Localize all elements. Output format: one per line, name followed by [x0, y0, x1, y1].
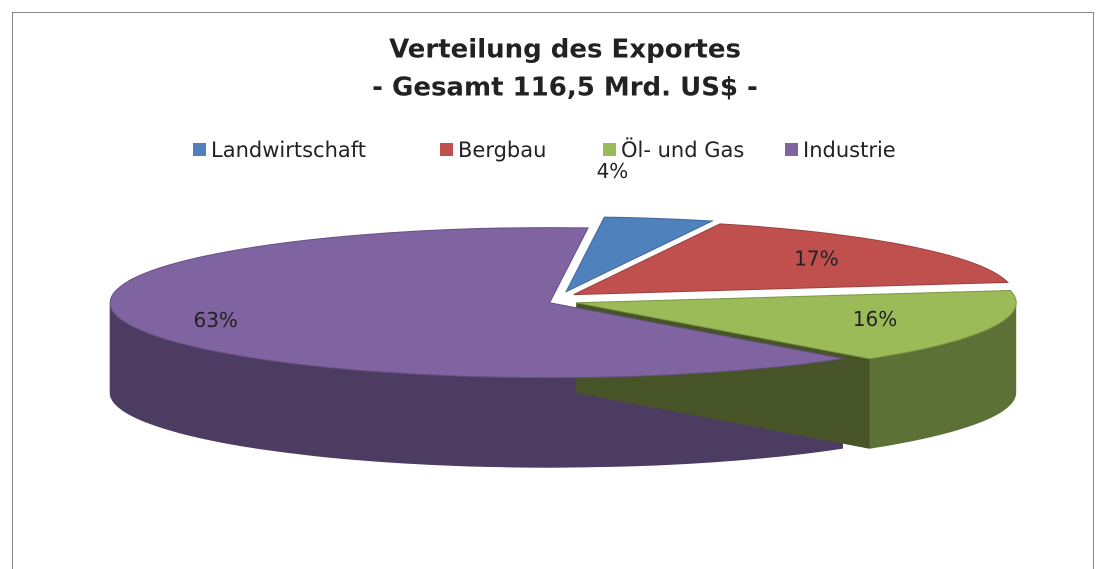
chart-title: Verteilung des Exportes — [389, 35, 741, 65]
legend-label: Landwirtschaft — [211, 138, 366, 162]
chart-subtitle: - Gesamt 116,5 Mrd. US$ - — [372, 73, 758, 103]
slice — [573, 223, 1009, 296]
data-label: 63% — [193, 308, 237, 332]
slice-side — [869, 302, 1017, 449]
legend-label: Industrie — [803, 138, 896, 162]
data-label: 4% — [597, 159, 629, 183]
legend-swatch — [440, 143, 453, 156]
slice-side — [109, 302, 843, 468]
slice — [576, 289, 1017, 360]
legend-swatch — [785, 143, 798, 156]
legend-swatch — [193, 143, 206, 156]
data-label: 16% — [853, 307, 897, 331]
slice — [109, 227, 844, 379]
legend-label: Öl- und Gas — [621, 137, 744, 162]
legend-label: Bergbau — [458, 138, 546, 162]
data-label: 17% — [794, 246, 838, 270]
slice — [564, 216, 715, 293]
legend-swatch — [603, 143, 616, 156]
